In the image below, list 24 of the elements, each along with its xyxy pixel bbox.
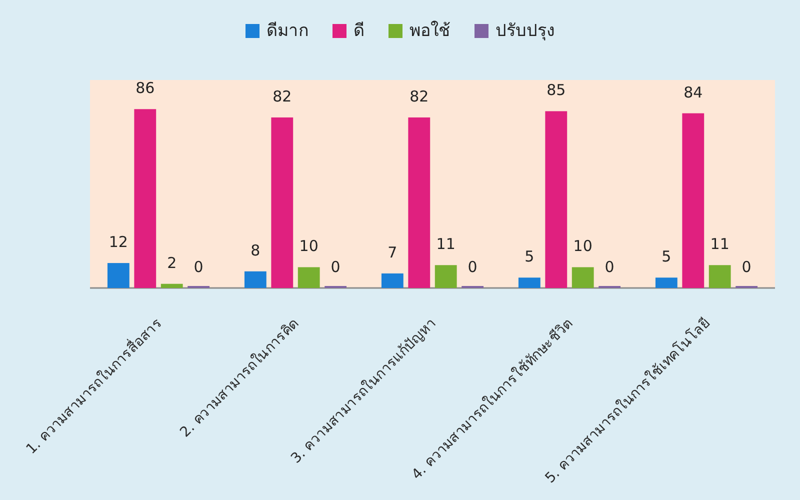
legend-label: ปรับปรุง — [496, 21, 554, 41]
data-label: 5 — [524, 248, 534, 266]
data-label: 11 — [710, 235, 730, 254]
data-label: 11 — [436, 235, 456, 254]
data-label: 10 — [573, 237, 592, 256]
legend-label: ดี — [354, 21, 364, 41]
data-label: 84 — [684, 83, 703, 102]
data-label: 0 — [604, 258, 614, 276]
data-label: 85 — [546, 81, 566, 100]
legend-label: ดีมาก — [266, 21, 308, 41]
data-label: 82 — [410, 87, 429, 106]
data-label: 86 — [136, 79, 155, 98]
data-label: 7 — [388, 243, 398, 262]
data-label: 10 — [299, 237, 318, 256]
legend-label: พอใช้ — [410, 21, 450, 41]
data-label: 5 — [662, 248, 672, 266]
data-label: 82 — [272, 87, 292, 106]
data-label: 0 — [468, 258, 478, 276]
data-label: 12 — [108, 233, 128, 252]
data-label: 0 — [742, 258, 752, 276]
data-label: 0 — [330, 258, 340, 276]
data-label: 2 — [167, 254, 177, 272]
data-label: 8 — [250, 241, 260, 260]
data-label: 0 — [194, 258, 204, 276]
